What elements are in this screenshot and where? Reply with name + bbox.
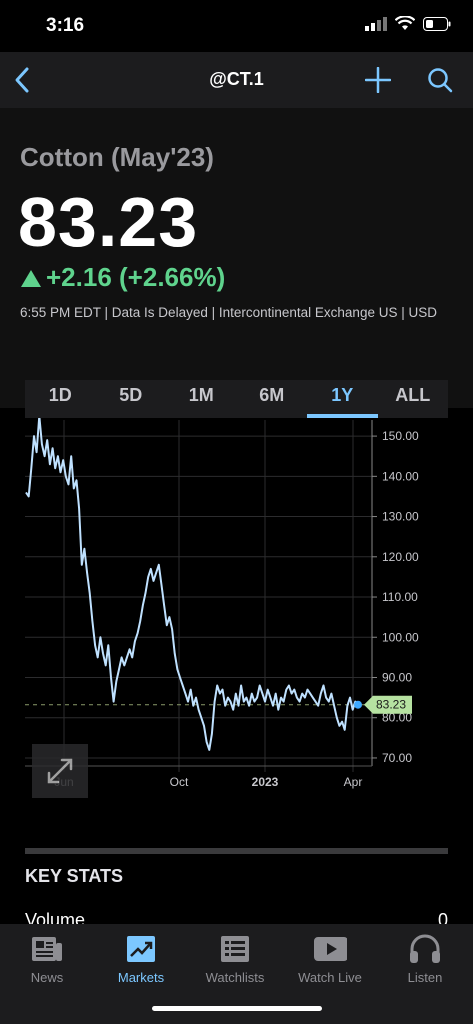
- price-chart[interactable]: 150.00 140.00 130.00 120.00 110.00 100.00 90.0…: [25, 418, 448, 804]
- tab-news[interactable]: News: [0, 924, 94, 994]
- y-tick-label: 140.00: [382, 469, 419, 483]
- battery-icon: [423, 16, 451, 31]
- back-button[interactable]: [4, 62, 40, 98]
- last-price-tag: 83.23: [364, 695, 412, 714]
- list-icon: [221, 936, 249, 962]
- add-button[interactable]: [360, 62, 396, 98]
- y-tick-label: 110.00: [382, 590, 418, 604]
- nav-bar: @CT.1: [0, 52, 473, 108]
- y-tick-label: 130.00: [382, 510, 419, 524]
- instrument-name: Cotton (May'23): [20, 142, 214, 172]
- y-tick-label: 120.00: [382, 550, 419, 564]
- plus-icon: [365, 67, 391, 93]
- status-time: 3:16: [46, 15, 85, 36]
- tab-markets-label: Markets: [117, 970, 165, 985]
- play-icon: [314, 937, 347, 961]
- home-indicator: [152, 1006, 322, 1011]
- y-tick-label: 100.00: [382, 630, 419, 644]
- chart-grid: [25, 420, 372, 772]
- wifi-icon: [395, 16, 415, 30]
- x-tick-label: Apr: [344, 775, 363, 789]
- tab-1m[interactable]: 1M: [188, 385, 214, 405]
- signal-icon: [365, 16, 387, 31]
- status-bar: 3:16: [0, 0, 473, 52]
- x-tick-label: Oct: [170, 775, 189, 789]
- tab-watch-live[interactable]: Watch Live: [283, 924, 377, 994]
- tab-watchlists-label: Watchlists: [205, 970, 265, 985]
- newspaper-icon: [32, 937, 62, 961]
- tab-listen-label: Listen: [407, 970, 443, 985]
- expand-chart-button[interactable]: [32, 744, 88, 798]
- tab-news-label: News: [30, 970, 64, 985]
- symbol-title: @CT.1: [209, 69, 264, 89]
- tab-5d[interactable]: 5D: [119, 385, 143, 405]
- bottom-tab-bar: News Markets Watchlists Watch Live Liste…: [0, 924, 473, 1024]
- tab-listen[interactable]: Listen: [378, 924, 472, 994]
- tab-1y[interactable]: 1Y: [307, 380, 378, 418]
- volume-value: 0: [437, 910, 448, 930]
- up-triangle-icon: [21, 269, 41, 287]
- key-stats-title: KEY STATS: [25, 866, 124, 886]
- tab-6m[interactable]: 6M: [259, 385, 285, 405]
- search-icon: [428, 68, 453, 93]
- price-change-text: +2.16 (+2.66%): [46, 262, 226, 292]
- quote-meta: 6:55 PM EDT | Data Is Delayed | Intercon…: [20, 305, 437, 320]
- expand-icon: [47, 758, 73, 784]
- price-change: +2.16 (+2.66%): [20, 262, 225, 293]
- status-icons: [365, 16, 451, 31]
- quote-header: Cotton (May'23) 83.23 +2.16 (+2.66%) 6:5…: [0, 108, 473, 408]
- tab-markets[interactable]: Markets: [94, 924, 188, 994]
- chevron-left-icon: [15, 67, 29, 93]
- last-point: [354, 700, 362, 709]
- range-tabs: 1D 5D 1M 6M 1Y ALL: [25, 380, 448, 418]
- search-button[interactable]: [422, 62, 458, 98]
- y-axis: 150.00 140.00 130.00 120.00 110.00 100.00 90.0…: [371, 420, 419, 766]
- y-tick-label: 80.00: [382, 711, 412, 725]
- tab-all[interactable]: ALL: [395, 385, 431, 405]
- tab-watch-live-label: Watch Live: [298, 970, 362, 985]
- series-line: [25, 418, 359, 751]
- tab-watchlists[interactable]: Watchlists: [188, 924, 282, 994]
- y-tick-label: 90.00: [382, 670, 412, 684]
- headphones-icon: [410, 934, 440, 963]
- last-price: 83.23: [18, 183, 199, 261]
- trend-chart-icon: [127, 936, 155, 962]
- y-tick-label: 150.00: [382, 429, 419, 443]
- y-tick-label: 70.00: [382, 751, 412, 765]
- last-price-tag-label: 83.23: [376, 698, 406, 712]
- tab-1d[interactable]: 1D: [48, 385, 72, 405]
- x-tick-label: 2023: [252, 775, 279, 789]
- section-divider: [25, 848, 448, 854]
